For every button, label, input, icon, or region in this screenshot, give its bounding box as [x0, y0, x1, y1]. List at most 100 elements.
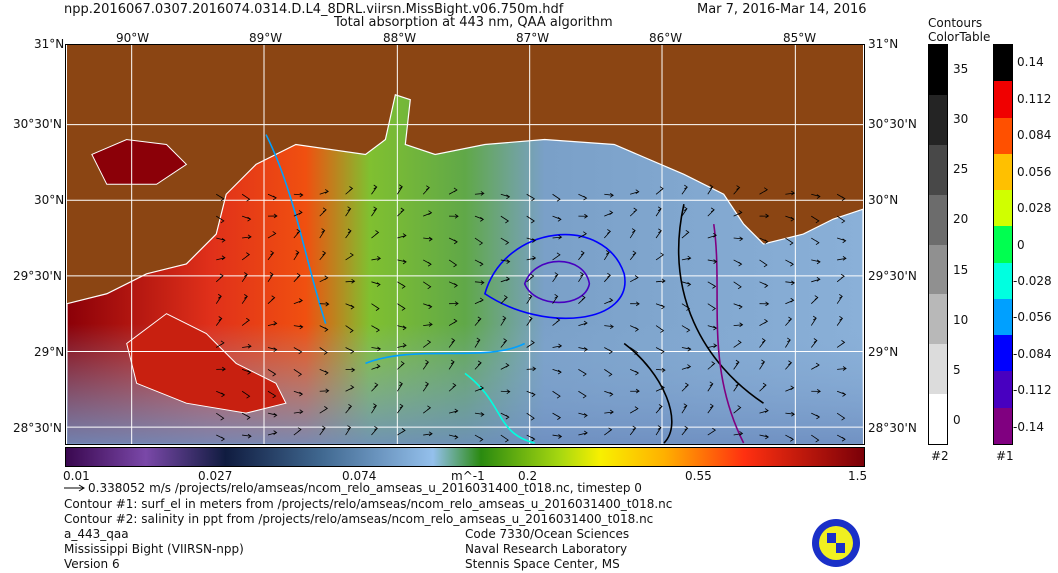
current-arrow [604, 229, 612, 239]
date-range: Mar 7, 2016-Mar 14, 2016 [697, 2, 867, 17]
current-arrow [293, 298, 303, 305]
current-arrow [578, 390, 587, 399]
current-arrow [345, 303, 355, 310]
current-arrow [785, 237, 794, 246]
colortable-swatch [929, 45, 947, 95]
lon-label: 89°W [249, 31, 283, 45]
current-arrow [526, 237, 537, 243]
current-arrow [448, 237, 458, 245]
colortable-swatch [929, 94, 947, 145]
lat-label-right: 29°30'N [868, 269, 917, 283]
current-arrow [448, 359, 455, 370]
current-arrow [422, 405, 432, 414]
current-arrow [629, 207, 638, 217]
org-location: Stennis Space Center, MS [465, 557, 620, 571]
map-view[interactable] [65, 44, 865, 445]
current-arrow [319, 388, 330, 394]
current-arrow [242, 433, 252, 439]
colortable-title: ColorTable [928, 30, 991, 44]
current-arrow [526, 366, 537, 372]
current-arrow [500, 276, 511, 283]
current-arrow [785, 385, 795, 392]
bar1-label: #1 [996, 449, 1014, 463]
current-arrow [267, 347, 278, 352]
colortable-swatch [994, 298, 1012, 336]
region-name: Mississippi Bight (VIIRSN-npp) [64, 542, 244, 556]
current-arrow [371, 425, 379, 436]
current-arrow [759, 434, 769, 440]
current-arrow [397, 281, 406, 289]
colortable-swatch [994, 190, 1012, 227]
current-arrow [655, 252, 665, 261]
lake-pontchartrain [91, 139, 188, 185]
current-arrow [785, 190, 795, 196]
current-arrow [733, 210, 743, 217]
current-arrow [526, 293, 533, 304]
current-arrow [526, 412, 535, 421]
current-arrow [267, 213, 278, 219]
current-arrow [422, 381, 430, 392]
current-arrow [837, 256, 847, 261]
current-arrow [733, 236, 744, 242]
current-arrow [448, 434, 459, 440]
colortable-tick: 35 [953, 62, 969, 77]
colorbar-tick: 0.074 [342, 469, 377, 483]
current-arrow [681, 346, 692, 352]
colortable-swatch [929, 294, 947, 345]
current-arrow [707, 259, 718, 264]
colortable-tick: -0.056 [1013, 310, 1052, 325]
current-arrow [733, 405, 742, 414]
colortable-swatch [994, 335, 1012, 372]
current-arrow [785, 434, 794, 442]
current-arrow [371, 230, 380, 239]
colorbar-tick: 0.55 [685, 469, 712, 483]
current-arrow [241, 294, 248, 304]
current-arrow [216, 215, 225, 224]
current-arrow [293, 347, 303, 355]
current-arrow [449, 301, 459, 306]
colortable-tick: -0.028 [1013, 273, 1052, 288]
current-arrow [371, 184, 378, 195]
current-arrow [397, 403, 404, 414]
current-arrow [371, 281, 381, 287]
current-arrow [423, 322, 433, 327]
current-arrow [733, 281, 742, 290]
current-arrow [319, 207, 327, 217]
nrl-seal-logo [812, 519, 860, 567]
current-arrow [397, 343, 407, 348]
current-arrow [293, 250, 300, 261]
current-arrow [448, 187, 458, 195]
current-arrow [681, 255, 692, 261]
current-arrow [500, 434, 509, 443]
lat-label-left: 29°30'N [13, 269, 62, 283]
colortable-tick: 30 [953, 112, 969, 127]
current-arrow [733, 303, 743, 310]
current-arrow [552, 412, 562, 420]
graticule [66, 45, 864, 444]
current-arrow [630, 325, 639, 332]
current-arrow [552, 317, 561, 326]
current-arrow [397, 233, 407, 239]
lat-label-right: 28°30'N [868, 421, 917, 435]
current-arrow [267, 250, 275, 261]
current-arrow [836, 340, 846, 348]
contour2-info: Contour #2: salinity in ppt from /projec… [64, 512, 654, 526]
colortable-swatch [929, 344, 947, 395]
current-arrow [345, 403, 353, 414]
current-arrow [526, 193, 536, 202]
current-arrow [241, 368, 252, 375]
current-arrow [810, 295, 819, 304]
colortable-tick: 0 [953, 412, 961, 427]
current-arrow [293, 228, 301, 239]
current-arrow [397, 303, 406, 311]
colortable-swatch [994, 117, 1012, 154]
current-arrow [733, 259, 743, 267]
current-arrow [811, 434, 820, 443]
current-arrow [397, 184, 403, 195]
colortable-swatch [994, 81, 1012, 118]
current-arrow [500, 338, 508, 348]
colorbar-unit: m^-1 [451, 469, 485, 483]
colortable-tick: 0 [1017, 237, 1025, 252]
current-arrow [319, 228, 326, 239]
contours [265, 134, 764, 444]
